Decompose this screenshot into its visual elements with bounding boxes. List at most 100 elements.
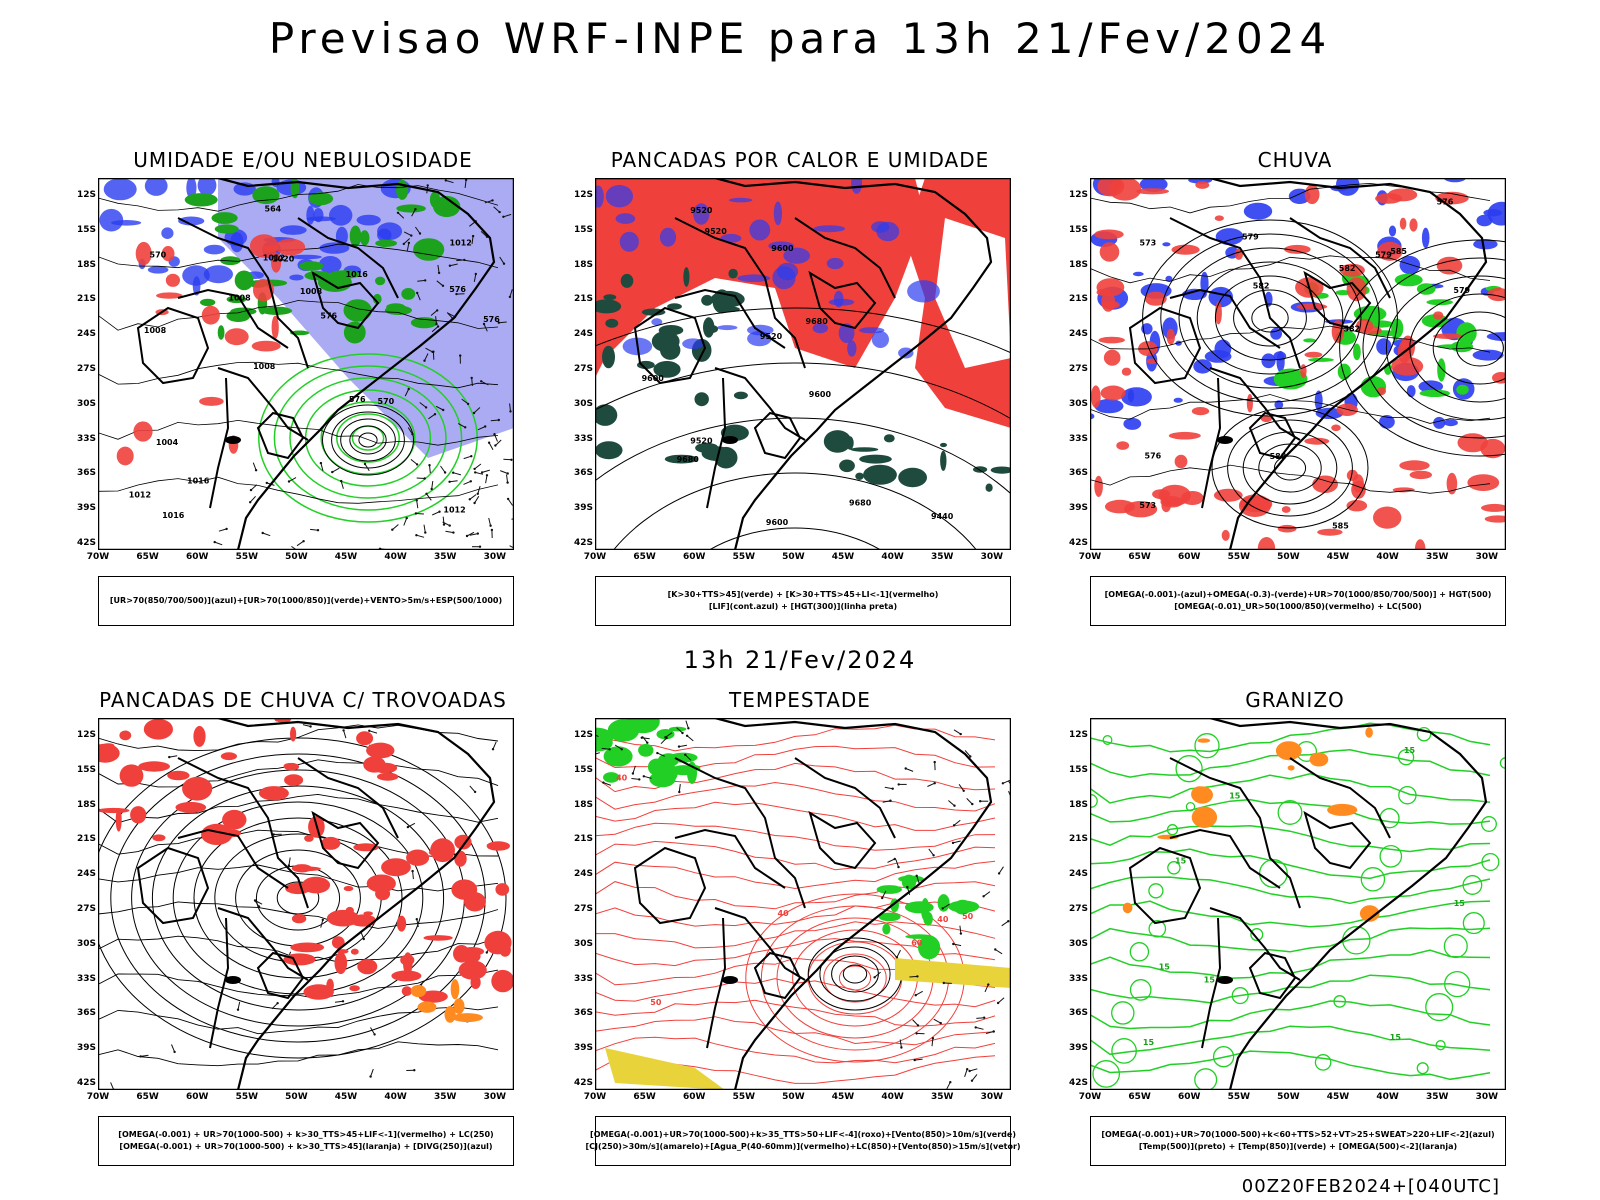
longitude-label: 70W: [1078, 552, 1102, 562]
contour-label: 1016: [346, 270, 369, 279]
panel-legend: [OMEGA(-0.001) + UR>70(1000-500) + k>30_…: [98, 1116, 514, 1166]
longitude-label: 45W: [334, 552, 358, 562]
contour-label: 1012: [443, 506, 465, 515]
latitude-label: 15S: [76, 764, 96, 775]
contour-label: 1008: [253, 362, 276, 371]
contour-label: 15: [1204, 976, 1216, 985]
latitude-label: 18S: [76, 799, 96, 810]
latitude-label: 21S: [1068, 294, 1088, 305]
latitude-label: 30S: [1068, 938, 1088, 949]
coastline-and-borders: [98, 178, 496, 550]
latitude-label: 27S: [573, 904, 593, 914]
contour-label: 585: [1332, 522, 1349, 531]
latitude-label: 18S: [573, 259, 593, 270]
panel-legend: [UR>70(850/700/500)](azul)+[UR>70(1000/8…: [98, 576, 514, 626]
latitude-label: 39S: [573, 1043, 593, 1054]
longitude-label: 50W: [285, 552, 308, 562]
latitude-label: 30S: [573, 938, 593, 949]
map-canvas: 40 50 60 40 50 40: [595, 718, 1011, 1090]
longitude-label: 60W: [185, 1092, 209, 1102]
longitude-label: 60W: [1177, 552, 1201, 562]
latitude-label: 42S: [76, 1078, 96, 1088]
latitude-label: 21S: [573, 834, 593, 845]
longitude-label: 40W: [881, 1092, 904, 1102]
latitude-label: 18S: [1068, 259, 1088, 270]
longitude-label: 55W: [1227, 1092, 1251, 1102]
latitude-label: 12S: [1068, 190, 1088, 200]
legend-line: [K>30+TTS>45](verde) + [K>30+TTS>45+LI<-…: [667, 590, 939, 599]
latitude-label: 33S: [76, 433, 96, 444]
contour-label: 573: [1140, 239, 1157, 248]
latitude-label: 24S: [1068, 869, 1088, 880]
latitude-label: 36S: [573, 468, 593, 479]
contour-label: 9680: [849, 499, 872, 508]
latitude-label: 30S: [76, 398, 96, 409]
contour-label: 1020: [272, 255, 295, 264]
longitude-label: 55W: [235, 552, 259, 562]
contour-label: 579: [1453, 286, 1470, 295]
longitude-label: 70W: [583, 1092, 607, 1102]
contour-label: 9600: [642, 374, 665, 383]
latitude-label: 21S: [1068, 834, 1088, 845]
mid-time-label: 13h 21/Fev/2024: [683, 646, 917, 674]
latitude-label: 36S: [1068, 468, 1088, 479]
contour-label: 1012: [450, 239, 472, 248]
latitude-label: 36S: [76, 1008, 96, 1019]
latitude-label: 39S: [76, 503, 96, 514]
map-canvas: 15 15 15 15 15 15 15 15: [1090, 718, 1506, 1090]
latitude-label: 15S: [1068, 224, 1088, 235]
legend-line: [OMEGA(-0.001) + UR>70(1000-500) + k>30_…: [119, 1142, 493, 1151]
panel-legend: [OMEGA(-0.001)-(azul)+OMEGA(-0.3)-(verde…: [1090, 576, 1506, 626]
latitude-label: 18S: [76, 259, 96, 270]
longitude-label: 50W: [285, 1092, 308, 1102]
latitude-label: 24S: [76, 329, 96, 340]
latitude-label: 27S: [1068, 904, 1088, 914]
longitude-label: 30W: [1475, 552, 1499, 562]
longitude-label: 65W: [136, 1092, 159, 1102]
contour-label: 9520: [690, 437, 713, 446]
latitude-label: 21S: [573, 294, 593, 305]
coastline-and-borders: [1090, 178, 1488, 550]
latitude-label: 15S: [76, 224, 96, 235]
longitude-label: 50W: [1277, 1092, 1300, 1102]
longitude-label: 45W: [1326, 1092, 1350, 1102]
map-canvas: [98, 718, 514, 1090]
legend-line: [UR>70(850/700/500)](azul)+[UR>70(1000/8…: [109, 596, 503, 605]
latitude-label: 39S: [76, 1043, 96, 1054]
contour-label: 576: [449, 285, 466, 294]
contour-label: 15: [1159, 962, 1171, 971]
longitude-label: 35W: [930, 552, 954, 562]
longitude-label: 65W: [136, 552, 159, 562]
contour-label: 576: [483, 315, 500, 324]
latitude-label: 15S: [573, 764, 593, 775]
latitude-label: 36S: [76, 468, 96, 479]
panel-title: CHUVA: [1257, 148, 1333, 172]
legend-line: [OMEGA(-0.001) + UR>70(1000-500) + k>30_…: [118, 1130, 494, 1139]
longitude-label: 45W: [831, 552, 855, 562]
longitude-label: 65W: [633, 552, 656, 562]
longitude-label: 55W: [235, 1092, 259, 1102]
contour-label: 9600: [766, 518, 789, 527]
latitude-label: 42S: [1068, 538, 1088, 548]
legend-line: [OMEGA(-0.001)-(azul)+OMEGA(-0.3)-(verde…: [1104, 590, 1492, 599]
contour-label: 576: [1145, 452, 1162, 461]
contour-label: 582: [1343, 324, 1360, 333]
panel-title: PANCADAS DE CHUVA C/ TROVOADAS: [99, 688, 507, 712]
contour-label: 9680: [677, 455, 700, 464]
forecast-map: [98, 718, 514, 1090]
forecast-map: 1012 1008 1012 1008 1016 1016 1012 1008 1004 1008…: [98, 178, 514, 550]
latitude-label: 27S: [573, 364, 593, 374]
latitude-label: 24S: [76, 869, 96, 880]
longitude-label: 35W: [1425, 552, 1449, 562]
contour-label: 9520: [760, 332, 783, 341]
latitude-label: 12S: [76, 730, 96, 740]
longitude-label: 40W: [1376, 552, 1399, 562]
longitude-label: 55W: [1227, 552, 1251, 562]
longitude-label: 60W: [1177, 1092, 1201, 1102]
contour-label: 9520: [690, 206, 713, 215]
contour-label: 1008: [144, 326, 167, 335]
longitude-label: 45W: [831, 1092, 855, 1102]
contour-label: 1016: [162, 511, 185, 520]
longitude-label: 65W: [1128, 1092, 1151, 1102]
